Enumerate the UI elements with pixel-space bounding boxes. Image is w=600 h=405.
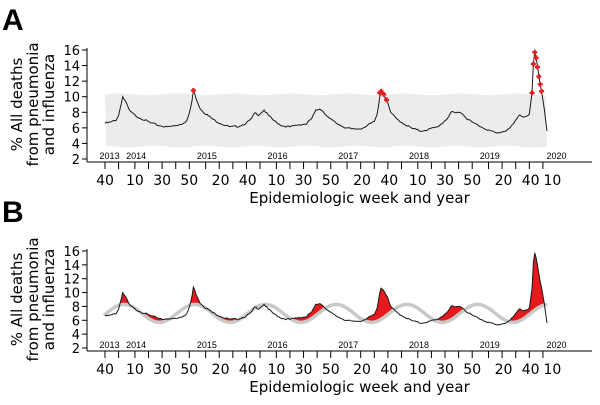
year-label: 2015 [197,151,217,161]
x-tick-label: 30 [295,362,313,378]
excess-area [510,252,545,323]
excess-week-marker [533,55,539,61]
y-axis-label: and influenza [40,54,58,155]
year-label: 2017 [338,340,358,350]
x-tick-label: 10 [126,173,144,189]
x-tick-label: 50 [322,173,340,189]
x-tick-label: 20 [353,173,371,189]
year-label: 2020 [546,151,566,161]
excess-week-marker [381,91,387,97]
excess-week-marker [530,61,536,67]
observed-line [104,52,548,134]
excess-week-marker [384,97,390,103]
year-label: 2020 [546,340,566,350]
threshold-band [105,93,547,148]
excess-week-marker [539,88,545,94]
excess-week-marker [378,88,384,94]
y-tick-label: 16 [63,44,80,59]
y-tick-label: 16 [63,245,80,260]
year-label: 2015 [197,340,217,350]
y-tick-label: 2 [72,342,80,357]
x-tick-label: 20 [353,362,371,378]
y-axis-label: and influenza [40,249,58,350]
x-tick-label: 50 [463,173,481,189]
year-label: 2013 [100,151,120,161]
y-tick-label: 14 [63,259,80,274]
y-tick-label: 2 [72,153,80,168]
year-label: 2014 [126,340,146,350]
excess-week-marker [536,73,542,79]
year-label: 2018 [409,340,429,350]
x-tick-label: 20 [212,173,230,189]
x-tick-label: 10 [544,362,562,378]
x-tick-label: 40 [380,173,398,189]
y-tick-label: 10 [63,91,80,106]
y-tick-label: 8 [72,106,80,121]
y-tick-label: 8 [72,300,80,315]
x-tick-label: 20 [495,173,513,189]
panel-a-letter: A [2,4,24,37]
x-tick-label: 50 [180,173,198,189]
observed-line [104,252,548,326]
y-tick-label: 10 [63,287,80,302]
x-tick-label: 30 [436,362,454,378]
x-tick-label: 40 [96,173,114,189]
y-tick-label: 4 [72,137,80,152]
y-axis-label: % All deaths [8,58,26,152]
year-label: 2018 [409,151,429,161]
excess-week-marker [529,90,535,96]
year-label: 2019 [480,340,500,350]
x-tick-label: 30 [153,362,171,378]
panel-b-letter: B [2,196,24,229]
y-tick-label: 12 [63,75,80,90]
y-tick-label: 14 [63,60,80,75]
x-tick-label: 10 [267,362,285,378]
x-tick-label: 10 [126,362,144,378]
y-tick-label: 6 [72,314,80,329]
y-tick-label: 12 [63,273,80,288]
x-tick-label: 10 [267,173,285,189]
x-tick-label: 40 [380,362,398,378]
x-tick-label: 50 [180,362,198,378]
x-tick-label: 10 [409,362,427,378]
x-axis-label: Epidemiologic week and year [249,378,470,396]
year-label: 2016 [268,340,288,350]
x-tick-label: 40 [96,362,114,378]
year-label: 2017 [338,151,358,161]
x-tick-label: 10 [544,173,562,189]
x-tick-label: 40 [522,173,540,189]
y-tick-label: 6 [72,122,80,137]
year-label: 2019 [480,151,500,161]
excess-week-marker [532,49,538,55]
x-tick-label: 20 [495,362,513,378]
x-tick-label: 40 [239,173,257,189]
x-tick-label: 20 [212,362,230,378]
y-axis-label: from pneumonia [24,42,42,166]
x-tick-label: 30 [295,173,313,189]
excess-week-marker [537,81,543,87]
y-axis-label: from pneumonia [24,237,42,361]
excess-week-marker [190,87,196,93]
x-tick-label: 50 [463,362,481,378]
year-label: 2013 [100,340,120,350]
x-tick-label: 50 [322,362,340,378]
x-axis-label: Epidemiologic week and year [249,189,470,207]
x-tick-label: 10 [409,173,427,189]
x-tick-label: 40 [239,362,257,378]
year-label: 2014 [126,151,146,161]
x-tick-label: 30 [436,173,454,189]
y-tick-label: 4 [72,328,80,343]
x-tick-label: 30 [153,173,171,189]
excess-week-marker [534,64,540,70]
x-tick-label: 40 [522,362,540,378]
year-label: 2016 [268,151,288,161]
baseline-curve [103,302,548,325]
y-axis-label: % All deaths [8,253,26,347]
